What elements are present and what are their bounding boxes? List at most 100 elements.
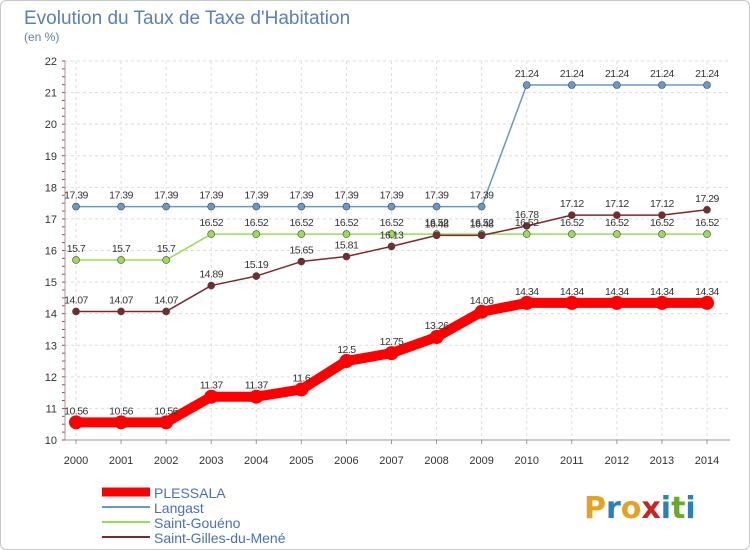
brand-letter: P bbox=[584, 491, 606, 526]
data-label: 10.56 bbox=[109, 405, 133, 417]
data-point bbox=[384, 346, 399, 361]
data-point bbox=[522, 230, 531, 238]
data-label: 11.37 bbox=[200, 380, 224, 392]
data-point bbox=[117, 256, 125, 264]
data-point bbox=[654, 295, 669, 310]
data-label: 16.52 bbox=[335, 217, 359, 229]
y-tick-label: 11 bbox=[46, 403, 57, 415]
series-plessala bbox=[69, 295, 714, 430]
data-point bbox=[567, 81, 576, 89]
data-label: 21.24 bbox=[515, 68, 539, 80]
x-tick-label: 2010 bbox=[514, 455, 538, 467]
data-label: 14.34 bbox=[650, 286, 674, 298]
data-label: 16.48 bbox=[470, 218, 494, 230]
y-tick-label: 17 bbox=[45, 214, 57, 226]
x-tick-label: 2014 bbox=[695, 455, 719, 467]
chart-title: Evolution du Taux de Taxe d'Habitation bbox=[24, 8, 350, 29]
data-label: 13.26 bbox=[425, 320, 449, 332]
data-point bbox=[297, 202, 306, 211]
data-label: 21.24 bbox=[695, 68, 719, 80]
legend-label: PLESSALA bbox=[154, 485, 226, 501]
data-label: 17.39 bbox=[289, 190, 313, 202]
data-point bbox=[703, 230, 711, 238]
data-point bbox=[613, 230, 621, 238]
data-label: 17.39 bbox=[425, 190, 449, 202]
x-tick-label: 2004 bbox=[244, 455, 268, 467]
x-tick-label: 2001 bbox=[109, 455, 133, 467]
data-point bbox=[658, 230, 666, 238]
data-point bbox=[114, 415, 129, 430]
data-label: 16.52 bbox=[650, 217, 674, 229]
series-layer: 17.39 17.39 17.39 17.39 17.39 17.39 17.39 17.39… bbox=[64, 68, 720, 430]
x-tick-label: 2013 bbox=[650, 455, 674, 467]
x-tick-label: 2009 bbox=[469, 455, 493, 467]
data-point bbox=[429, 330, 444, 345]
data-point bbox=[477, 231, 486, 240]
data-label: 17.39 bbox=[335, 190, 359, 202]
brand-letter: x bbox=[641, 491, 660, 526]
data-point bbox=[567, 211, 576, 219]
data-label: 15.7 bbox=[67, 243, 86, 255]
data-point bbox=[342, 252, 351, 261]
data-label: 21.24 bbox=[650, 68, 674, 80]
data-point bbox=[658, 81, 666, 89]
y-tick-label: 14 bbox=[45, 309, 57, 321]
data-point bbox=[252, 230, 261, 238]
data-label: 21.24 bbox=[560, 68, 584, 80]
data-point bbox=[703, 81, 711, 89]
data-label: 21.24 bbox=[605, 68, 629, 80]
data-point bbox=[474, 304, 489, 319]
data-label: 14.34 bbox=[695, 286, 719, 298]
legend-label: Saint-Gouéno bbox=[154, 515, 241, 531]
y-tick-label: 22 bbox=[45, 56, 57, 68]
data-label: 16.52 bbox=[380, 217, 404, 229]
data-point bbox=[162, 256, 170, 264]
data-label: 15.19 bbox=[244, 259, 268, 271]
brand-letter: i bbox=[661, 491, 671, 526]
data-point bbox=[249, 389, 264, 404]
data-point bbox=[162, 202, 170, 211]
series-langast bbox=[72, 81, 711, 211]
data-label: 16.52 bbox=[470, 217, 494, 229]
data-point bbox=[72, 202, 80, 211]
data-label: 14.07 bbox=[154, 294, 178, 306]
data-point bbox=[207, 230, 216, 238]
y-tick-label: 16 bbox=[45, 246, 57, 258]
data-point bbox=[162, 307, 170, 316]
proxiti-logo: Proxiti bbox=[584, 491, 696, 526]
data-label: 12.75 bbox=[380, 336, 404, 348]
data-label: 15.81 bbox=[335, 240, 359, 252]
data-label: 15.7 bbox=[157, 243, 176, 255]
data-label: 16.52 bbox=[515, 217, 539, 229]
data-point bbox=[207, 281, 216, 290]
data-label: 17.12 bbox=[605, 198, 629, 210]
x-tick-label: 2007 bbox=[379, 455, 403, 467]
data-point bbox=[117, 202, 125, 211]
data-label: 10.56 bbox=[154, 405, 178, 417]
brand-letter: i bbox=[685, 491, 695, 526]
data-point bbox=[117, 307, 125, 316]
y-tick-label: 13 bbox=[45, 340, 57, 352]
x-tick-label: 2003 bbox=[199, 455, 223, 467]
series-saint-gilles-du-men- bbox=[72, 205, 711, 316]
data-point bbox=[252, 272, 261, 280]
x-tick-label: 2005 bbox=[289, 455, 313, 467]
x-tick-label: 2011 bbox=[560, 455, 584, 467]
data-label: 17.39 bbox=[380, 190, 404, 202]
data-label: 14.34 bbox=[515, 286, 539, 298]
y-tick-label: 20 bbox=[45, 119, 57, 131]
data-point bbox=[477, 202, 486, 211]
data-label: 11.37 bbox=[245, 380, 269, 392]
data-label: 14.34 bbox=[560, 286, 584, 298]
data-point bbox=[613, 81, 621, 89]
x-tick-label: 2002 bbox=[154, 455, 178, 467]
axes: 10 11 12 13 14 15 16 17 18 19 20 21 22 2000 2001 2002 20… bbox=[45, 56, 730, 467]
data-point bbox=[564, 295, 579, 310]
legend: PLESSALALangastSaint-GouénoSaint-Gilles-… bbox=[102, 485, 286, 546]
data-label: 16.52 bbox=[605, 217, 629, 229]
data-point bbox=[522, 222, 531, 230]
brand-wordmark: Proxiti bbox=[584, 491, 696, 526]
data-label: 17.12 bbox=[650, 198, 674, 210]
data-label: 16.52 bbox=[244, 217, 268, 229]
data-point bbox=[700, 295, 714, 310]
